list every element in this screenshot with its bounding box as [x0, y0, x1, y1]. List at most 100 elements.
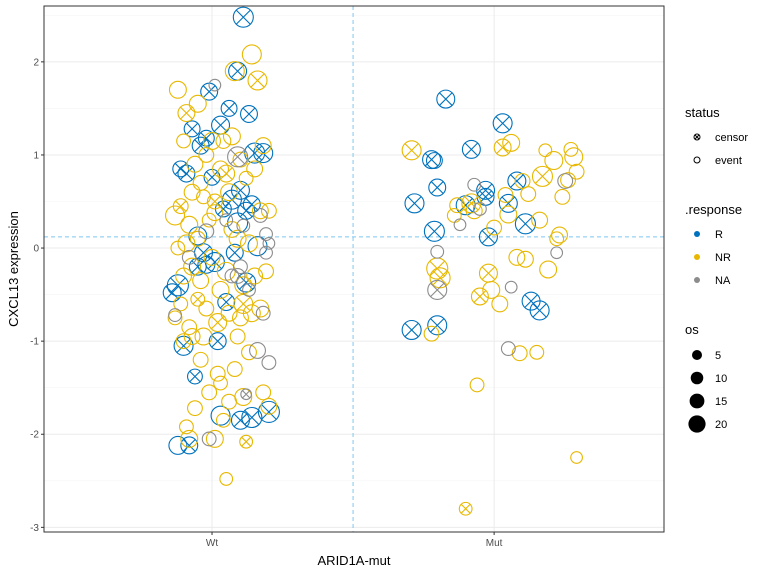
- point-circle: [219, 472, 234, 486]
- point-circle: [255, 384, 272, 401]
- data-point: [492, 113, 513, 134]
- point-circle: [514, 173, 531, 189]
- point-circle: [568, 163, 585, 180]
- point-circle: [511, 345, 528, 362]
- legend-label-os: 10: [715, 373, 727, 385]
- point-cross: [182, 439, 196, 452]
- point-cross: [481, 266, 496, 280]
- data-point: [210, 405, 231, 426]
- point-circle: [428, 178, 447, 197]
- data-point: [499, 205, 518, 224]
- point-circle: [499, 205, 518, 224]
- point-circle: [238, 170, 254, 186]
- data-point: [249, 341, 266, 359]
- legend-key-status: [693, 156, 701, 164]
- point-circle: [498, 193, 518, 213]
- point-circle: [246, 160, 264, 178]
- point-circle: [187, 400, 203, 417]
- point-circle: [236, 272, 257, 293]
- data-point: [500, 341, 516, 357]
- point-cross: [219, 295, 233, 309]
- y-axis-ticks: -3 -2 -1 0 1 2: [30, 57, 44, 534]
- legend-title-os: os: [685, 322, 699, 337]
- point-cross: [404, 322, 419, 338]
- point-circle: [232, 151, 249, 168]
- point-circle: [173, 296, 189, 312]
- data-point: [427, 315, 448, 336]
- major-gridlines: [44, 6, 664, 532]
- data-point: [241, 406, 263, 429]
- point-circle: [427, 315, 448, 336]
- point-circle: [538, 143, 553, 158]
- point-circle: [423, 325, 440, 342]
- point-circle: [197, 129, 215, 147]
- point-circle: [226, 361, 243, 378]
- point-circle: [240, 105, 258, 123]
- point-circle: [201, 431, 217, 447]
- point-cross: [180, 167, 193, 180]
- point-circle: [203, 248, 221, 266]
- data-point: [557, 173, 574, 189]
- data-point: [240, 105, 258, 123]
- point-circle: [570, 451, 583, 464]
- data-point: [514, 213, 536, 235]
- point-circle: [469, 377, 485, 393]
- point-circle: [198, 223, 215, 240]
- point-circle: [203, 132, 222, 150]
- point-circle: [172, 198, 189, 215]
- data-point: [167, 310, 183, 326]
- data-point: [233, 259, 248, 275]
- y-tick-label: -3: [30, 523, 39, 534]
- point-cross: [535, 168, 550, 184]
- point-cross: [180, 106, 193, 120]
- point-cross: [473, 290, 487, 303]
- point-circle: [453, 218, 467, 232]
- point-cross: [196, 245, 211, 260]
- point-circle: [198, 300, 215, 317]
- data-point: [198, 223, 215, 240]
- point-circle: [529, 300, 550, 321]
- point-cross: [250, 73, 265, 88]
- data-point: [478, 263, 498, 283]
- point-circle: [224, 61, 245, 82]
- point-cross: [430, 181, 444, 194]
- data-point: [192, 351, 209, 368]
- point-circle: [167, 310, 183, 326]
- data-point: [563, 141, 579, 157]
- point-cross: [194, 139, 208, 153]
- y-tick-label: 2: [33, 57, 39, 68]
- point-circle: [246, 267, 264, 285]
- data-point: [181, 249, 197, 265]
- point-circle: [557, 173, 574, 189]
- data-point: [228, 229, 247, 248]
- point-circle: [427, 279, 448, 300]
- data-point: [206, 204, 224, 222]
- data-point: [539, 260, 558, 279]
- data-point: [252, 208, 268, 223]
- y-tick-label: 1: [33, 150, 39, 161]
- data-point: [203, 248, 221, 266]
- data-point: [168, 308, 182, 322]
- point-circle: [183, 328, 201, 345]
- point-circle: [254, 137, 272, 155]
- legend-label-os: 5: [715, 350, 721, 362]
- data-point: [461, 139, 481, 159]
- point-circle: [177, 164, 196, 183]
- point-circle: [241, 344, 257, 361]
- point-circle: [544, 151, 564, 171]
- point-circle: [190, 291, 206, 307]
- data-point: [180, 436, 199, 455]
- data-point: [217, 164, 236, 183]
- point-circle: [231, 309, 249, 327]
- point-circle: [173, 335, 194, 356]
- point-circle: [458, 501, 473, 516]
- point-circle: [423, 220, 445, 242]
- data-point: [467, 177, 482, 192]
- point-circle: [516, 250, 534, 268]
- point-circle: [252, 208, 268, 223]
- point-circle: [255, 305, 271, 321]
- point-cross: [230, 149, 246, 165]
- point-circle: [560, 172, 577, 189]
- point-circle: [168, 80, 187, 99]
